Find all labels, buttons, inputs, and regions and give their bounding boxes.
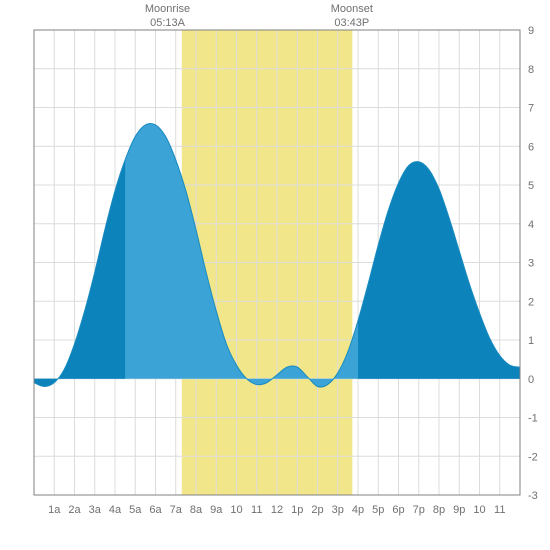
x-tick-label: 7p bbox=[413, 504, 425, 516]
x-tick-label: 8a bbox=[190, 504, 203, 516]
y-tick-label: -1 bbox=[528, 413, 538, 425]
x-tick-label: 7a bbox=[170, 504, 183, 516]
x-tick-label: 1p bbox=[291, 504, 303, 516]
x-tick-label: 1a bbox=[48, 504, 61, 516]
moonrise-annotation: Moonrise 05:13A bbox=[128, 2, 208, 31]
y-tick-label: 1 bbox=[528, 335, 534, 347]
x-tick-label: 12 bbox=[271, 504, 283, 516]
x-tick-label: 10 bbox=[230, 504, 242, 516]
x-tick-label: 5p bbox=[372, 504, 384, 516]
y-tick-label: 2 bbox=[528, 296, 534, 308]
y-tick-label: 6 bbox=[528, 141, 534, 153]
x-tick-label: 11 bbox=[494, 504, 505, 516]
x-tick-label: 9a bbox=[210, 504, 223, 516]
moonset-time: 03:43P bbox=[312, 16, 392, 30]
y-tick-label: 9 bbox=[528, 25, 534, 37]
x-tick-label: 10 bbox=[473, 504, 485, 516]
chart-canvas: -3-2-101234567891a2a3a4a5a6a7a8a9a101112… bbox=[0, 0, 550, 550]
x-tick-label: 6p bbox=[392, 504, 404, 516]
x-tick-label: 2p bbox=[311, 504, 323, 516]
x-tick-label: 8p bbox=[433, 504, 445, 516]
x-tick-label: 3p bbox=[332, 504, 344, 516]
y-tick-label: -2 bbox=[528, 451, 538, 463]
x-tick-label: 2a bbox=[68, 504, 81, 516]
moonrise-time: 05:13A bbox=[128, 16, 208, 30]
y-tick-label: 8 bbox=[528, 64, 534, 76]
y-tick-label: 3 bbox=[528, 258, 534, 270]
y-tick-label: -3 bbox=[528, 490, 538, 502]
x-tick-label: 3a bbox=[89, 504, 102, 516]
x-tick-label: 5a bbox=[129, 504, 142, 516]
y-tick-label: 4 bbox=[528, 219, 534, 231]
x-tick-label: 9p bbox=[453, 504, 465, 516]
moonrise-label: Moonrise bbox=[128, 2, 208, 16]
moonset-annotation: Moonset 03:43P bbox=[312, 2, 392, 31]
tide-chart: -3-2-101234567891a2a3a4a5a6a7a8a9a101112… bbox=[0, 0, 550, 550]
x-tick-label: 11 bbox=[251, 504, 262, 516]
x-tick-label: 6a bbox=[149, 504, 162, 516]
moonset-label: Moonset bbox=[312, 2, 392, 16]
y-tick-label: 5 bbox=[528, 180, 534, 192]
y-tick-label: 0 bbox=[528, 374, 534, 386]
y-tick-label: 7 bbox=[528, 103, 534, 115]
x-tick-label: 4p bbox=[352, 504, 364, 516]
x-tick-label: 4a bbox=[109, 504, 122, 516]
